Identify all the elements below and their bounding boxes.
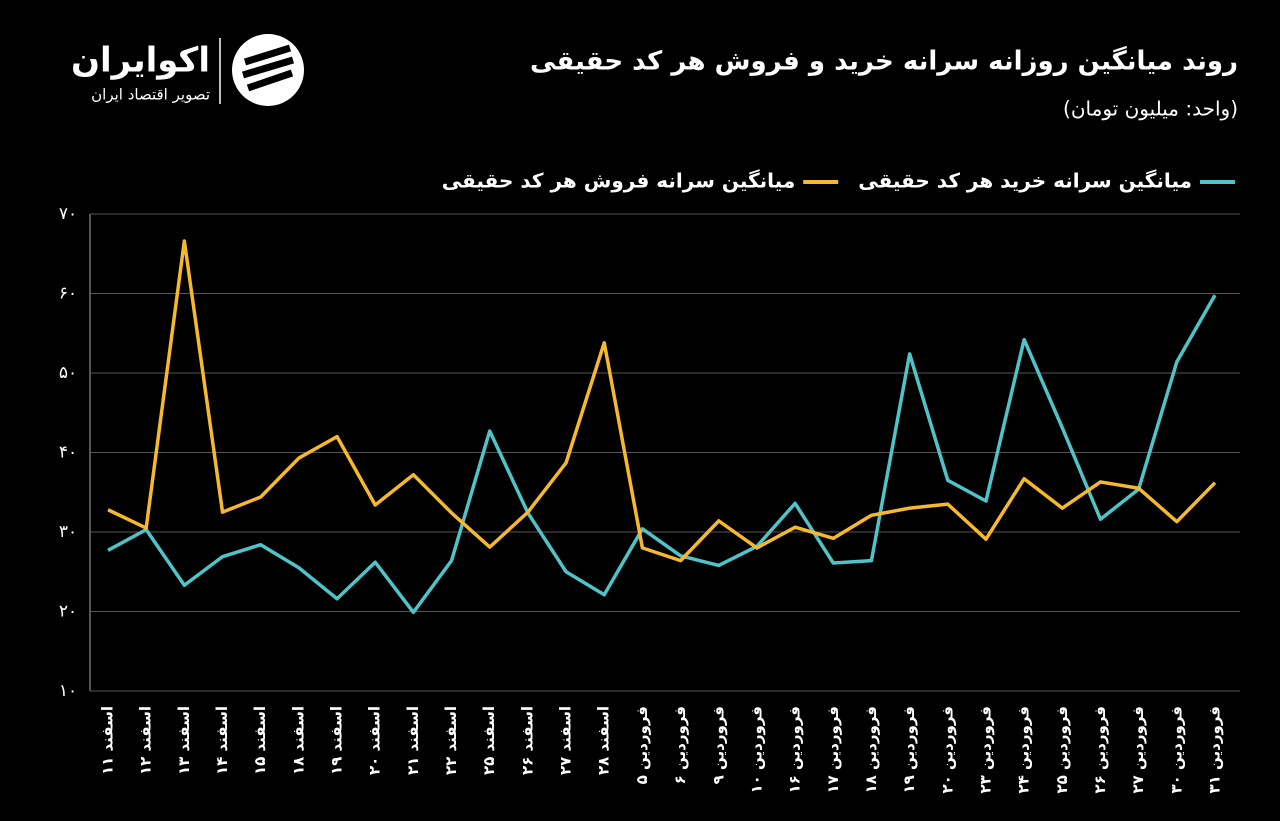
logo-tagline: تصویر اقتصاد ایران xyxy=(91,86,210,104)
x-tick-label: فروردین ۶ xyxy=(671,706,689,784)
x-tick-label: اسفند ۲۲ xyxy=(442,706,460,775)
y-tick-label: ۷۰ xyxy=(59,204,77,224)
x-tick-label: فروردین ۱۷ xyxy=(824,706,842,793)
x-tick-label: فروردین ۲۰ xyxy=(938,706,956,793)
logo: اکوایران تصویر اقتصاد ایران xyxy=(71,34,304,106)
series-line xyxy=(107,239,1217,563)
x-tick-label: اسفند ۱۲ xyxy=(137,706,155,775)
x-tick-label: فروردین ۱۸ xyxy=(862,706,880,793)
x-tick-label: اسفند ۱۱ xyxy=(99,706,117,775)
y-tick-label: ۳۰ xyxy=(59,522,77,542)
x-tick-label: اسفند ۲۶ xyxy=(518,706,536,775)
logo-stripes xyxy=(241,44,295,92)
x-tick-label: اسفند ۱۸ xyxy=(289,706,307,775)
x-tick-label: اسفند ۱۵ xyxy=(251,706,269,775)
x-tick-label: فروردین ۱۰ xyxy=(747,706,765,793)
x-tick-label: اسفند ۱۹ xyxy=(328,706,346,775)
y-tick-label: ۴۰ xyxy=(59,443,77,463)
chart-subtitle: (واحد: میلیون تومان) xyxy=(1063,97,1238,121)
x-tick-label: فروردین ۲۷ xyxy=(1129,706,1147,793)
x-tick-label: اسفند ۱۴ xyxy=(213,706,231,775)
x-tick-label: اسفند ۲۸ xyxy=(595,706,613,775)
legend-label: میانگین سرانه خرید هر کد حقیقی xyxy=(858,169,1192,193)
legend-label: میانگین سرانه فروش هر کد حقیقی xyxy=(442,169,795,193)
x-tick-label: فروردین ۳۱ xyxy=(1206,706,1224,793)
x-tick-label: فروردین ۲۳ xyxy=(976,706,994,793)
y-tick-label: ۱۰ xyxy=(59,681,77,701)
x-tick-label: فروردین ۳۰ xyxy=(1167,706,1185,793)
y-tick-label: ۲۰ xyxy=(59,602,77,622)
series-line xyxy=(107,294,1217,615)
chart-title: روند میانگین روزانه سرانه خرید و فروش هر… xyxy=(530,46,1238,77)
x-tick-label: فروردین ۹ xyxy=(709,706,727,784)
x-tick-label: فروردین ۲۶ xyxy=(1091,706,1109,793)
x-tick-label: اسفند ۱۳ xyxy=(175,706,193,775)
x-tick-label: اسفند ۲۰ xyxy=(366,706,384,775)
x-tick-label: فروردین ۱۹ xyxy=(900,706,918,793)
x-tick-label: اسفند ۲۱ xyxy=(404,706,422,775)
y-tick-label: ۵۰ xyxy=(59,363,77,383)
logo-name: اکوایران xyxy=(71,41,210,81)
x-tick-label: فروردین ۲۵ xyxy=(1053,706,1071,793)
y-tick-label: ۶۰ xyxy=(59,284,77,304)
x-tick-label: اسفند ۲۷ xyxy=(557,706,575,775)
x-tick-label: اسفند ۲۵ xyxy=(480,706,498,775)
x-tick-label: فروردین ۲۴ xyxy=(1015,706,1033,793)
x-tick-label: فروردین ۵ xyxy=(633,706,651,784)
x-tick-label: فروردین ۱۶ xyxy=(786,706,804,793)
